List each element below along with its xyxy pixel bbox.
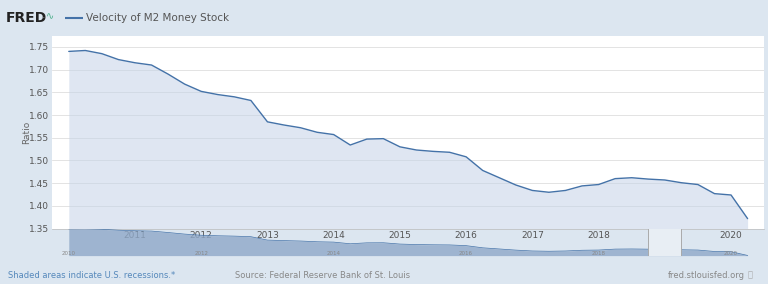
Text: 2010: 2010 [61, 250, 76, 256]
Text: 2012: 2012 [194, 250, 208, 256]
Text: 2018: 2018 [591, 250, 606, 256]
Text: ⛶: ⛶ [747, 271, 753, 280]
Bar [648, 229, 681, 256]
Text: 2020: 2020 [724, 250, 738, 256]
Text: Shaded areas indicate U.S. recessions.*: Shaded areas indicate U.S. recessions.* [8, 271, 175, 280]
Text: ·: · [42, 13, 46, 23]
Text: 2016: 2016 [459, 250, 473, 256]
Text: FRED: FRED [6, 11, 48, 25]
Text: Velocity of M2 Money Stock: Velocity of M2 Money Stock [86, 13, 229, 23]
Text: fred.stlouisfed.org: fred.stlouisfed.org [668, 271, 745, 280]
Text: ∿: ∿ [46, 11, 55, 21]
Text: 2014: 2014 [326, 250, 341, 256]
Text: Source: Federal Reserve Bank of St. Louis: Source: Federal Reserve Bank of St. Loui… [235, 271, 410, 280]
Y-axis label: Ratio: Ratio [22, 120, 31, 144]
